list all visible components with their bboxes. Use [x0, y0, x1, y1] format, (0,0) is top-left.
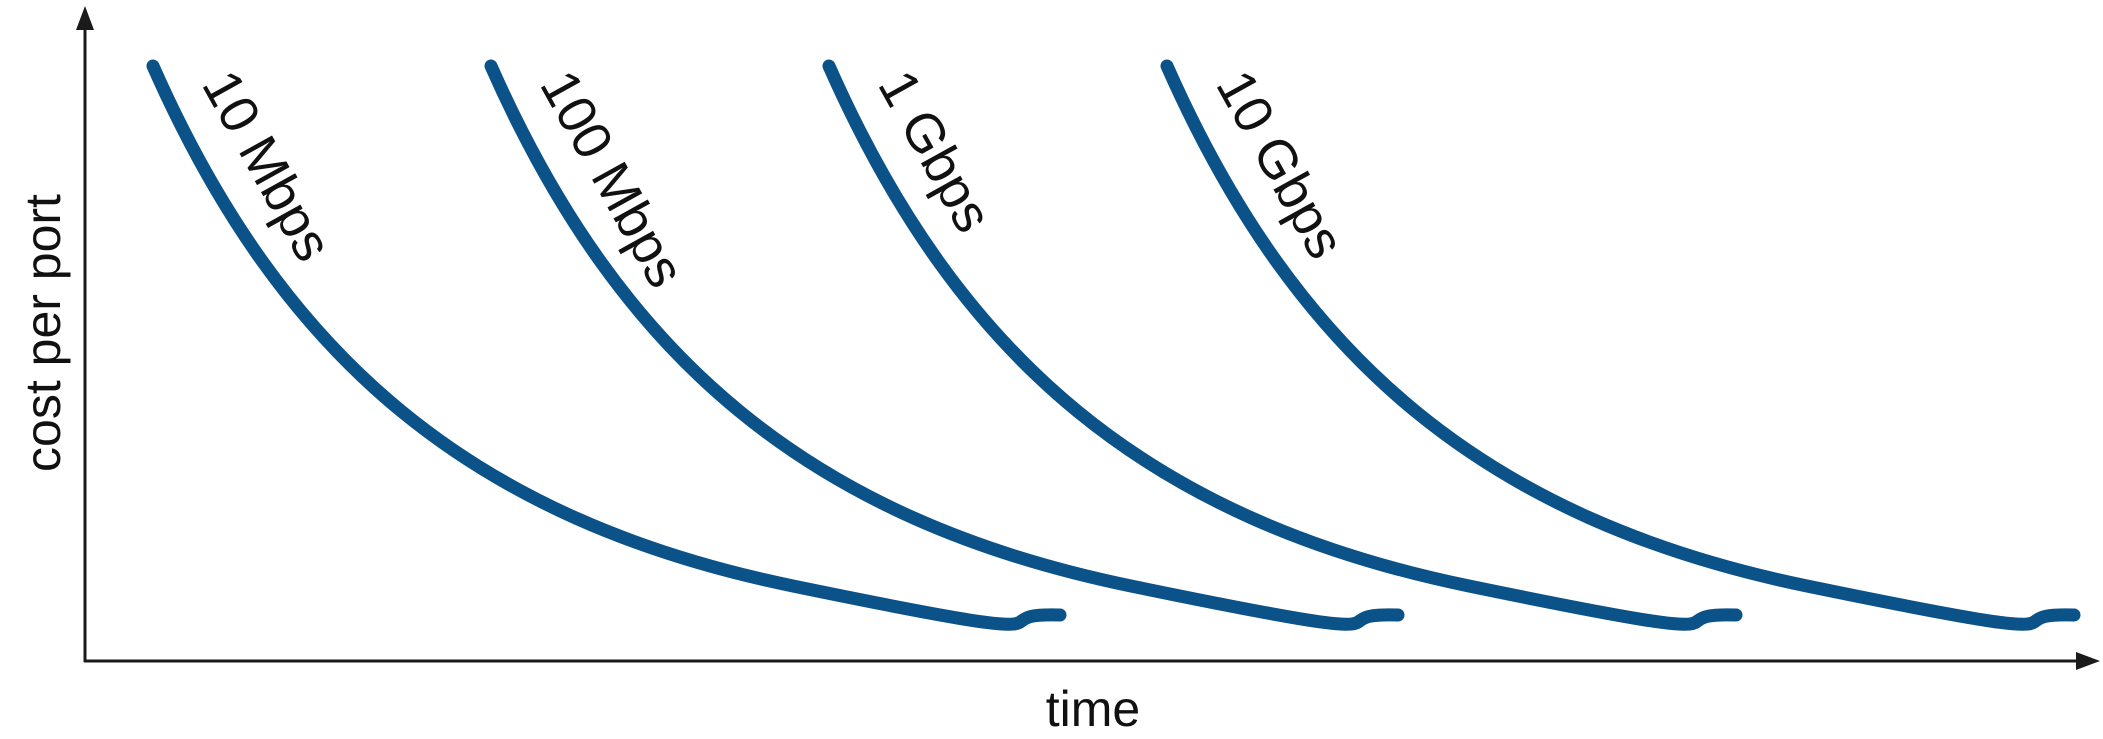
y-axis — [76, 6, 94, 662]
series-label: 10 Mbps — [191, 61, 344, 271]
x-axis-label: time — [1046, 681, 1140, 737]
series-layer: 10 Mbps 100 Mbps 1 Gbps 10 Gbps — [146, 59, 2081, 631]
series-label: 10 Gbps — [1205, 61, 1356, 269]
series-curve — [484, 59, 1405, 631]
x-axis — [84, 652, 2100, 670]
series-curve — [1160, 59, 2081, 631]
series-curve — [146, 59, 1067, 631]
series-label: 1 Gbps — [867, 61, 1004, 242]
x-axis-arrow — [2076, 652, 2100, 670]
y-axis-label: cost per port — [15, 194, 71, 472]
y-axis-arrow — [76, 6, 94, 30]
series-curve — [822, 59, 1743, 631]
